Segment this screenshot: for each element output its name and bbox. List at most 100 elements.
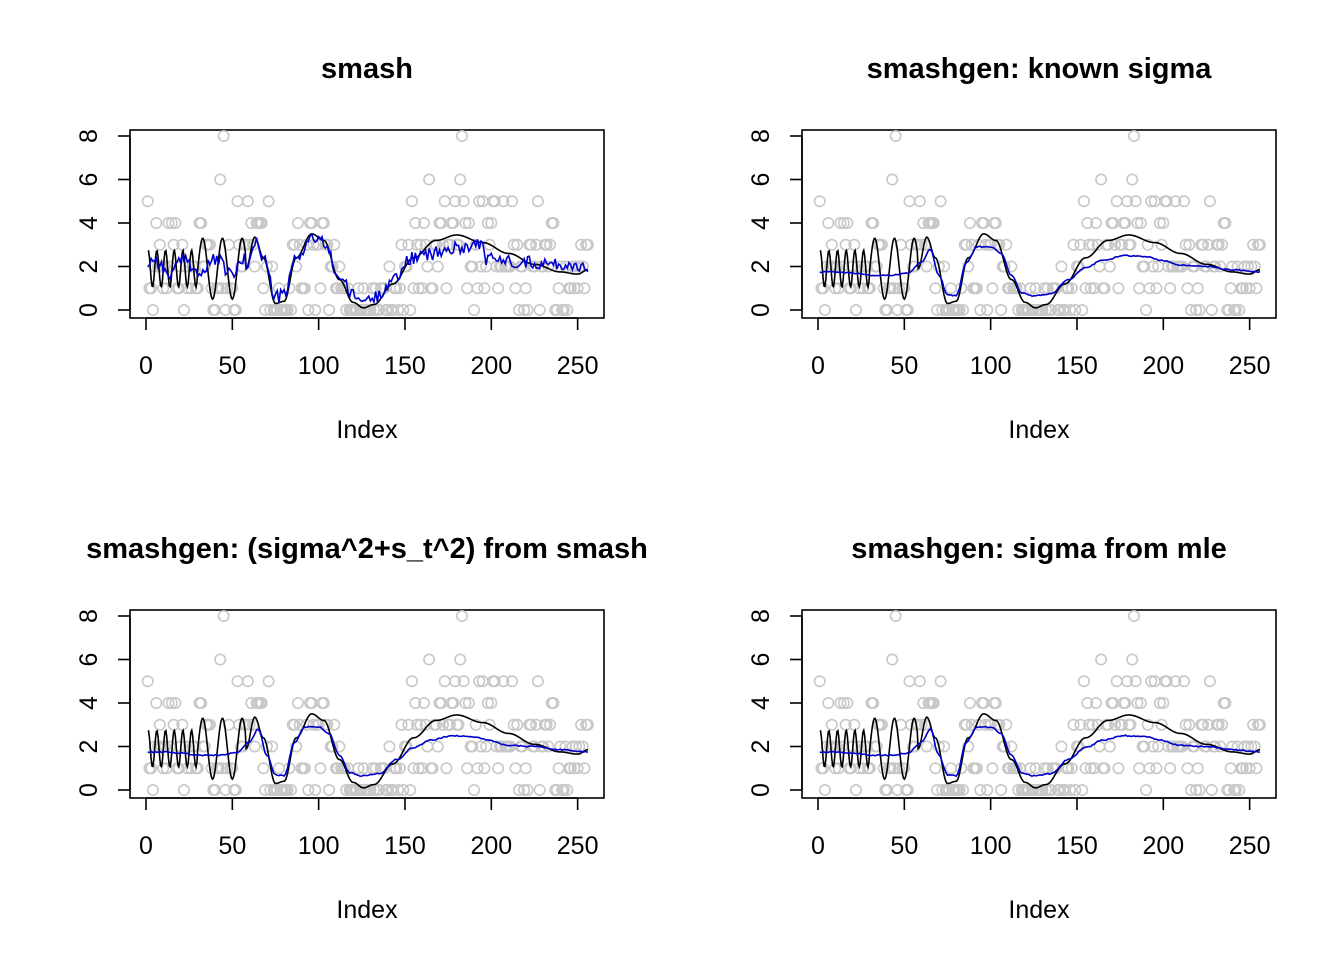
observation-point	[260, 740, 273, 753]
observation-point	[454, 173, 467, 186]
observation-point	[1183, 238, 1196, 251]
observation-point	[281, 783, 294, 796]
observation-point	[141, 195, 154, 208]
observation-point	[552, 282, 565, 295]
observation-point	[512, 303, 525, 316]
observation-point	[1169, 195, 1182, 208]
observation-point	[1145, 675, 1158, 688]
observation-point	[578, 762, 591, 775]
observation-point	[509, 762, 522, 775]
observation-point	[1134, 217, 1147, 230]
observation-point	[221, 282, 234, 295]
observation-point	[552, 762, 565, 775]
observation-point	[373, 783, 386, 796]
observation-point	[492, 282, 505, 295]
observation-point	[414, 718, 427, 731]
observation-point	[302, 303, 315, 316]
observation-point	[531, 675, 544, 688]
observation-point	[537, 260, 550, 273]
observation-point	[449, 195, 462, 208]
y-tick-label: 8	[75, 609, 103, 623]
observation-point	[1193, 783, 1206, 796]
observation-point	[841, 697, 854, 710]
observation-point	[355, 783, 368, 796]
observation-point	[404, 783, 417, 796]
y-tick-label: 0	[747, 303, 775, 317]
observation-point	[485, 217, 498, 230]
observation-point	[578, 282, 591, 295]
estimate-line	[147, 232, 589, 305]
chart-panel-1: smash 0 50 100 150 200 250 Index 0 2 4 6 8	[75, 53, 605, 444]
observation-point	[407, 762, 420, 775]
y-tick-label: 4	[747, 696, 775, 710]
observation-point	[404, 303, 417, 316]
observation-point	[818, 783, 831, 796]
observation-point	[176, 718, 189, 731]
x-tick-label: 100	[970, 352, 1012, 380]
observation-point	[506, 675, 519, 688]
observation-point	[248, 740, 261, 753]
observation-point	[153, 238, 166, 251]
observation-point	[157, 282, 170, 295]
observation-point	[1243, 282, 1256, 295]
observation-point	[395, 718, 408, 731]
y-tick-label: 8	[747, 129, 775, 143]
true-mean-line	[147, 713, 589, 789]
observation-point	[970, 282, 983, 295]
observation-point	[1155, 238, 1168, 251]
observation-point	[1236, 762, 1249, 775]
observation-point	[1224, 282, 1237, 295]
observation-point	[893, 282, 906, 295]
observation-point	[944, 282, 957, 295]
y-axis: 0 2 4 6 8	[747, 129, 803, 317]
observation-point	[571, 282, 584, 295]
observation-point	[1112, 282, 1125, 295]
observation-point	[473, 195, 486, 208]
observation-point	[1197, 238, 1210, 251]
x-tick-label: 100	[298, 832, 340, 860]
observation-point	[867, 217, 880, 230]
observation-point	[1140, 783, 1153, 796]
observation-point	[1119, 697, 1132, 710]
observation-point	[191, 762, 204, 775]
observation-point	[176, 238, 189, 251]
observation-point	[1029, 282, 1042, 295]
observation-point	[1153, 217, 1166, 230]
observation-point	[272, 762, 285, 775]
x-tick-label: 100	[970, 832, 1012, 860]
observation-point	[1216, 718, 1229, 731]
observation-point	[478, 762, 491, 775]
observation-point	[257, 762, 270, 775]
observation-point	[1121, 195, 1134, 208]
observation-point	[848, 718, 861, 731]
observation-point	[352, 762, 365, 775]
y-tick-label: 0	[75, 303, 103, 317]
observation-point	[1212, 718, 1225, 731]
observation-point	[903, 675, 916, 688]
observation-point	[1184, 783, 1197, 796]
observation-point	[825, 238, 838, 251]
observation-point	[1024, 282, 1037, 295]
observation-point	[979, 718, 992, 731]
observation-point	[1160, 195, 1173, 208]
observation-point	[837, 217, 850, 230]
observation-point	[1027, 783, 1040, 796]
observation-point	[957, 303, 970, 316]
observation-point	[571, 762, 584, 775]
observation-point	[1069, 783, 1082, 796]
observation-point	[1029, 762, 1042, 775]
observation-point	[412, 762, 425, 775]
observation-point	[989, 217, 1002, 230]
observation-point	[214, 653, 227, 666]
observation-point	[1146, 740, 1159, 753]
observation-point	[328, 238, 341, 251]
observation-point	[195, 217, 208, 230]
chart-title: smashgen: sigma from mle	[851, 533, 1227, 565]
observation-point	[863, 282, 876, 295]
observation-point	[395, 238, 408, 251]
y-tick-label: 6	[75, 173, 103, 187]
observation-point	[1081, 217, 1094, 230]
observation-point	[1164, 282, 1177, 295]
observation-point	[471, 282, 484, 295]
observation-point	[1000, 718, 1013, 731]
